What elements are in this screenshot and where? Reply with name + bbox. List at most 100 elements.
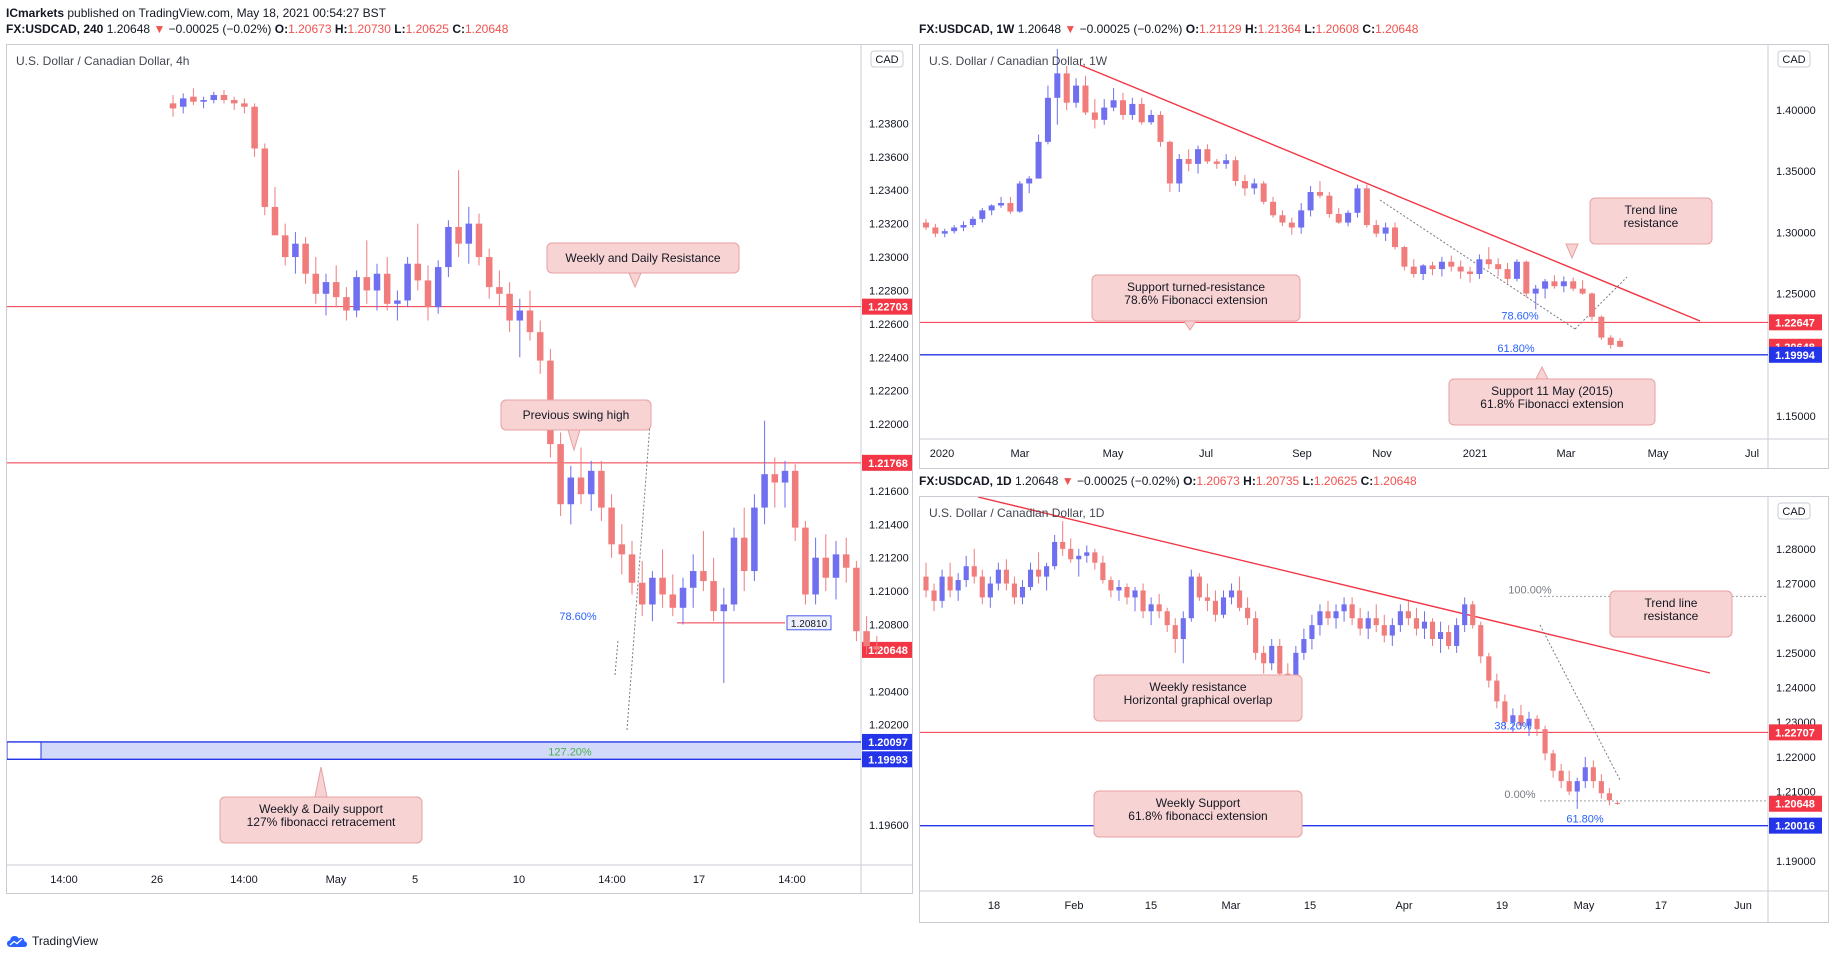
price-tag [862,641,912,658]
candle-body [1016,183,1023,212]
d1-chart[interactable]: 1.280001.270001.260001.250001.240001.230… [920,497,1828,922]
y-tick-label: 1.22000 [1776,752,1816,764]
x-tick-label: Jul [1745,448,1759,460]
candle-body [1260,183,1267,202]
candle-body [998,203,1005,206]
level-price-tag-text: 1.20810 [791,619,828,630]
h4-l-label: L: [394,22,406,36]
publish-info: published on TradingView.com, May 18, 20… [64,6,387,20]
publisher-name: ICmarkets [6,6,65,20]
candle-body [1373,618,1379,626]
candle-body [526,310,534,333]
x-tick-label: Mar [1222,900,1241,912]
h4-chart[interactable]: 1.23800 1.23600 1.23400 1.23200 1.23000 1.228… [7,45,912,893]
d1-h-label: H: [1243,474,1256,488]
candle-body [1188,576,1194,619]
candle-body [802,527,809,595]
price-tag [862,751,912,768]
candle-body [1429,265,1436,270]
candle-body [1526,718,1532,726]
candle-body [1228,590,1235,598]
candle-body [1534,718,1540,730]
candle-body [475,223,483,258]
candle-body [931,590,937,601]
candle-body [1166,141,1173,184]
candle-body [1195,149,1202,164]
candle-body [1044,566,1050,577]
candle-body [1298,210,1305,228]
candle-body [1204,149,1211,162]
candle-body [302,243,309,274]
fib-label: 61.80% [1497,343,1535,355]
y-tick-label: 1.25000 [1776,648,1816,660]
candle-body [536,332,544,361]
w1-low: 1.20608 [1315,22,1360,36]
callout-box [1093,790,1303,838]
candle-body [1241,181,1248,189]
candle-body [710,581,717,612]
candle-body [1335,214,1342,223]
candle-body [1588,293,1595,317]
candle-body [638,582,646,605]
x-tick-label: May [326,874,347,886]
candle-body [1518,715,1524,726]
w1-chart-title: U.S. Dollar / Canadian Dollar, 1W [929,54,1108,68]
candle-body [1110,100,1117,108]
y-tick-label: 1.25000 [1776,289,1816,301]
candle-body [939,576,945,601]
candle-body [1486,656,1492,681]
candle-body [1073,85,1080,103]
candle-body [1148,114,1155,123]
candle-body [1253,618,1259,653]
candle-body [1510,715,1516,723]
candle-body [1035,141,1042,179]
candle-body [465,223,473,244]
support-zone [41,741,861,760]
price-tag-text: 1.21768 [868,458,908,470]
candle-body [1607,337,1614,345]
y-tick-label: 1.23800 [869,118,909,130]
price-tag-text: 1.22647 [1775,317,1815,329]
d1-l-label: L: [1302,474,1314,488]
x-tick-label: 2020 [930,448,954,460]
tradingview-logo[interactable]: TradingView [6,934,98,948]
candle-body [1413,618,1420,629]
candle-body [1542,729,1548,754]
x-tick-label: 17 [1655,900,1667,912]
y-tick-label: 1.27000 [1776,579,1816,591]
h4-open: 1.20673 [288,22,332,36]
y-tick-label: 1.40000 [1776,105,1816,117]
h4-close: 1.20648 [464,22,509,36]
callout-text: 78.6% Fibonacci extension [1124,293,1267,307]
callout-text: resistance [1644,609,1699,623]
h4-chart-panel[interactable]: 1.23800 1.23600 1.23400 1.23200 1.23000 1.228… [6,44,913,894]
candle-body [485,257,493,288]
h4-header: FX:USDCAD, 240 1.20648 ▼ −0.00025 (−0.02… [6,22,508,36]
publish-line: ICmarkets published on TradingView.com, … [6,6,386,20]
candle-body [1060,541,1066,549]
candle-body [608,507,615,545]
candle-body [873,646,881,650]
price-tag [1769,795,1822,812]
candle-body [1373,225,1380,234]
price-tag-text: 1.20016 [1775,821,1815,833]
candle-body [1140,590,1146,612]
candle-body [496,287,503,294]
candle-body [1245,607,1251,619]
callout-text: 61.8% fibonacci extension [1128,809,1267,823]
callout-pointer [1535,365,1549,380]
candle-body [740,537,748,572]
callout-pointer [1183,320,1197,331]
candle-body [1007,203,1014,212]
w1-chart[interactable]: 1.40000 1.35000 1.30000 1.25000 1.15000 2020 M… [920,45,1828,468]
candle-body [1485,259,1492,265]
candle-body [987,583,993,598]
callout-box [1093,674,1303,722]
w1-chart-panel[interactable]: 1.40000 1.35000 1.30000 1.25000 1.15000 2020 M… [919,44,1829,469]
candle-body [1251,183,1258,189]
candle-body [1063,73,1070,103]
candle-body [1420,265,1427,274]
candle-body [1429,621,1436,639]
candle-body [322,282,330,294]
d1-chart-panel[interactable]: 1.28000 1.27000 1.26000 1.25000 1.24000 1.230… [919,496,1829,923]
